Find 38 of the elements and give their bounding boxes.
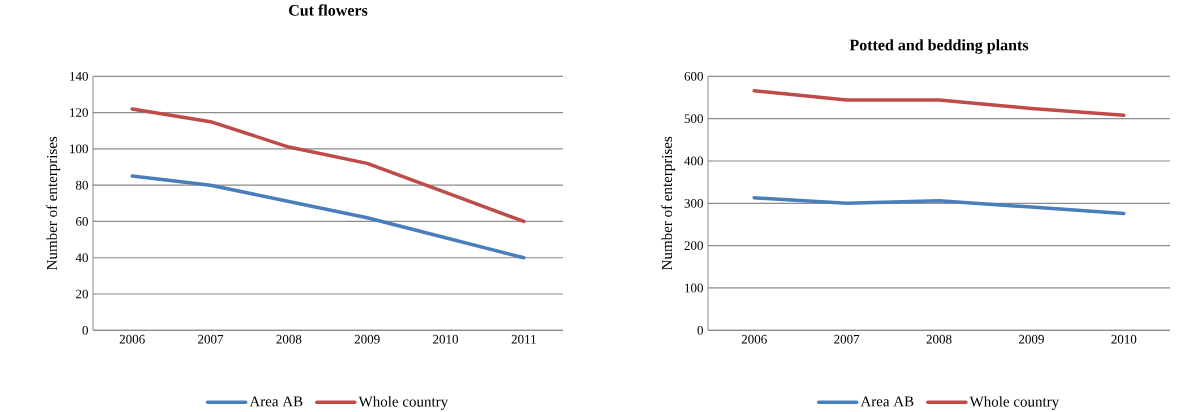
- x-tick-label: 2007: [198, 334, 224, 344]
- x-tick-label: 2006: [119, 334, 145, 344]
- y-tick-label: 600: [684, 71, 703, 81]
- y-tick-label: 100: [70, 144, 88, 154]
- x-tick-label: 2006: [741, 334, 767, 344]
- y-tick-label: 120: [70, 107, 88, 117]
- y-tick-label: 60: [76, 216, 88, 226]
- chart-title: Cut flowers: [289, 4, 368, 16]
- y-tick-label: 140: [70, 71, 88, 81]
- line-series: [752, 88, 1126, 117]
- x-tick-label: 2010: [433, 334, 459, 344]
- y-tick-label: 300: [684, 198, 703, 208]
- x-tick-label: 2008: [926, 334, 952, 344]
- y-tick-label: 80: [75, 180, 88, 190]
- line-series: [752, 195, 1126, 215]
- y-tick-label: 200: [684, 241, 703, 250]
- y-tick-label: 0: [82, 325, 88, 335]
- y-tick-label: 100: [685, 283, 703, 293]
- legend-label: Whole country: [969, 395, 1060, 410]
- y-tick-label: 0: [697, 325, 703, 335]
- chart-title: Potted and bedding plants: [849, 38, 1029, 54]
- x-tick-label: 2009: [1018, 334, 1044, 344]
- y-tick-label: 20: [76, 289, 88, 299]
- line-series: [130, 106, 526, 223]
- x-tick-label: 2007: [834, 334, 860, 344]
- y-axis-title: Number of enterprises: [661, 136, 676, 270]
- y-tick-label: 500: [684, 114, 703, 123]
- x-tick-label: 2008: [276, 334, 302, 344]
- x-tick-label: 2010: [1111, 334, 1137, 344]
- y-tick-label: 40: [75, 253, 88, 262]
- x-tick-label: 2009: [354, 334, 380, 344]
- y-tick-label: 400: [684, 156, 703, 166]
- x-tick-label: 2011: [511, 334, 536, 344]
- line-series: [130, 174, 526, 260]
- y-axis-title: Number of enterprises: [46, 136, 61, 270]
- legend-label: Area AB: [249, 396, 303, 407]
- legend-label: Whole country: [358, 395, 449, 410]
- legend-label: Area AB: [860, 396, 914, 407]
